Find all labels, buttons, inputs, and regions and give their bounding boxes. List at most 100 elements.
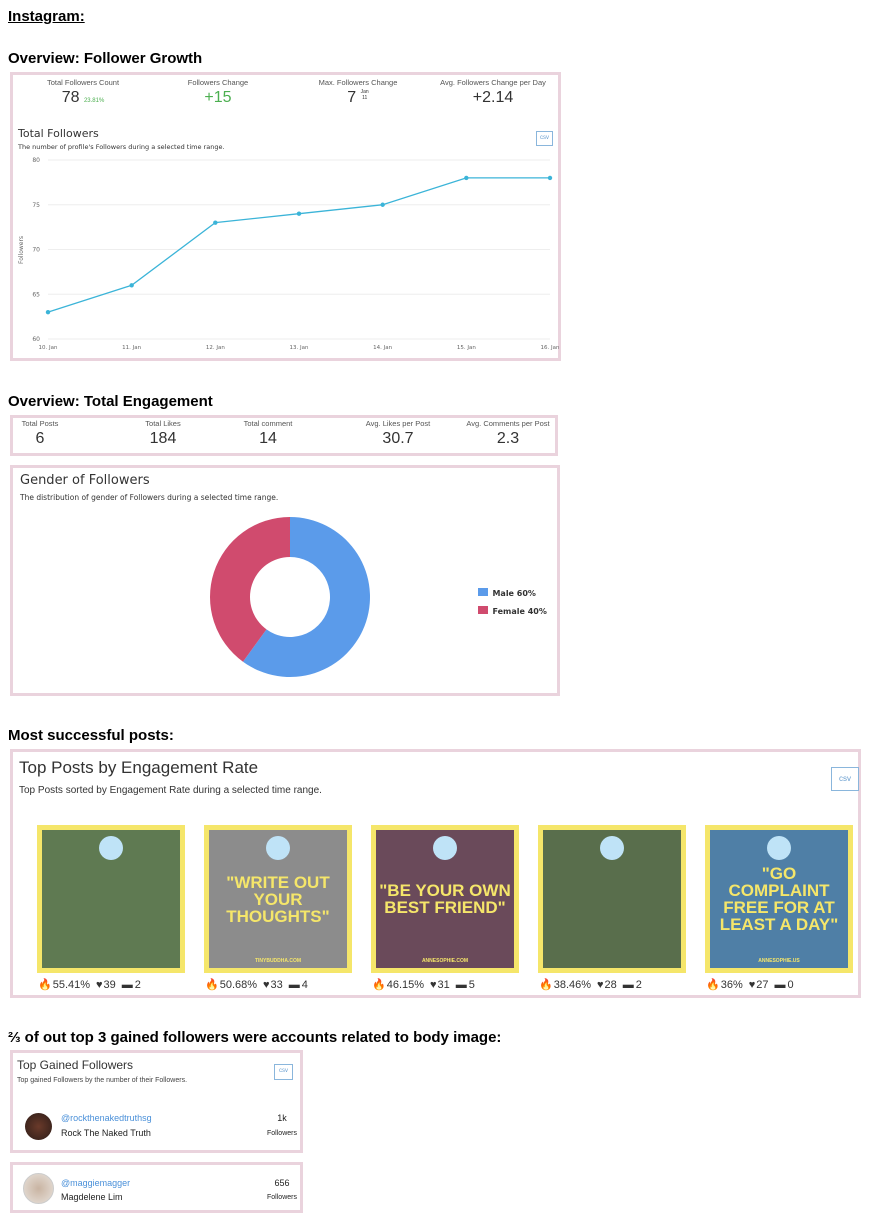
- heart-icon: ♥: [430, 979, 437, 991]
- donut-slice[interactable]: [242, 517, 371, 677]
- flame-icon: 🔥: [205, 979, 219, 991]
- post-thumbnail[interactable]: [538, 825, 686, 973]
- stat-value: 6: [35, 430, 45, 447]
- csv-button[interactable]: csv: [274, 1064, 293, 1080]
- comments-count: 4: [301, 979, 308, 991]
- post-stats: 🔥46.15% ♥31 ▬ 5: [372, 978, 481, 991]
- y-tick-label: 80: [32, 157, 40, 164]
- comments-count: 2: [134, 979, 141, 991]
- flame-icon: 🔥: [539, 979, 553, 991]
- legend-female[interactable]: Female 40%: [478, 601, 547, 619]
- section-heading-posts: Most successful posts:: [8, 727, 174, 744]
- top-gained-title: Top Gained Followers: [17, 1058, 134, 1072]
- stat-value: 184: [149, 430, 177, 447]
- legend-male[interactable]: Male 60%: [478, 583, 536, 601]
- account-follower-count: 1k: [277, 1113, 287, 1123]
- top-gained-subtitle: Top gained Followers by the number of th…: [17, 1077, 188, 1084]
- stat-label: Max. Followers Change: [318, 78, 398, 87]
- comments-count: 2: [635, 979, 642, 991]
- account-follower-unit: Followers: [267, 1194, 297, 1201]
- stat-value: 30.7: [382, 430, 414, 447]
- heart-icon: ♥: [96, 979, 103, 991]
- comments-count: 5: [468, 979, 475, 991]
- donut-slice[interactable]: [210, 517, 290, 662]
- stat-value: 14: [259, 430, 277, 447]
- stat-avg-change: Avg. Followers Change per Day +2.14: [428, 78, 558, 107]
- post-footer: ANNESOPHIE.US: [758, 958, 800, 964]
- flame-icon: 🔥: [372, 979, 386, 991]
- engagement-stat: Total comment 14: [213, 419, 323, 448]
- post-thumbnail[interactable]: [37, 825, 185, 973]
- account-handle[interactable]: @maggiemagger: [61, 1178, 131, 1188]
- likes-count: 39: [103, 979, 116, 991]
- legend-swatch: [478, 606, 488, 614]
- post-thumbnail[interactable]: "GO COMPLAINT FREE FOR AT LEAST A DAY" AN…: [705, 825, 853, 973]
- data-point[interactable]: [213, 220, 218, 225]
- gender-subtitle: The distribution of gender of Followers …: [20, 493, 279, 502]
- data-point[interactable]: [464, 175, 469, 181]
- logo-icon: [266, 836, 290, 860]
- x-tick-label: 15. Jan: [457, 345, 476, 351]
- stat-label: Total Followers Count: [46, 78, 120, 87]
- data-point[interactable]: [380, 202, 385, 207]
- account-avatar[interactable]: [23, 1173, 54, 1204]
- post-stats: 🔥36% ♥27 ▬ 0: [706, 978, 800, 991]
- post-thumbnail[interactable]: "BE YOUR OWN BEST FRIEND" ANNESOPHIE.COM: [371, 825, 519, 973]
- y-tick-label: 70: [32, 247, 40, 254]
- y-tick-label: 75: [32, 202, 40, 209]
- stat-label: Avg. Likes per Post: [365, 419, 431, 428]
- x-tick-label: 12. Jan: [206, 345, 225, 351]
- legend-label: Male 60%: [492, 589, 536, 598]
- data-point[interactable]: [296, 211, 302, 216]
- legend-swatch: [478, 588, 488, 596]
- stat-label: Followers Change: [187, 78, 249, 87]
- flame-icon: 🔥: [706, 979, 720, 991]
- likes-count: 27: [756, 979, 769, 991]
- post-footer: TINYBUDDHA.COM: [254, 958, 302, 964]
- likes-count: 28: [604, 979, 617, 991]
- legend-label: Female 40%: [492, 607, 547, 616]
- stat-date-day: 11: [362, 95, 368, 101]
- account-avatar[interactable]: [25, 1113, 52, 1140]
- y-tick-label: 65: [32, 291, 40, 298]
- engagement-stat: Avg. Likes per Post 30.7: [338, 419, 458, 448]
- heart-icon: ♥: [597, 979, 604, 991]
- gender-donut-chart: [210, 517, 371, 677]
- post-caption: "BE YOUR OWN BEST FRIEND": [379, 881, 511, 917]
- growth-percent: 23.81%: [83, 98, 105, 104]
- stat-value: 2.3: [496, 430, 520, 447]
- y-tick-label: 60: [32, 336, 40, 343]
- top-gained-row-2: @maggiemagger Magdelene Lim 656 Follower…: [10, 1162, 303, 1213]
- account-name: Rock The Naked Truth: [61, 1128, 151, 1138]
- account-handle[interactable]: @rockthenakedtruthsg: [61, 1113, 152, 1123]
- x-tick-label: 13. Jan: [290, 345, 309, 351]
- post-thumbnail[interactable]: "WRITE OUT YOUR THOUGHTS" TINYBUDDHA.COM: [204, 825, 352, 973]
- stat-total-followers: Total Followers Count 78 23.81%: [33, 78, 133, 107]
- comment-icon: ▬: [455, 979, 467, 991]
- stat-max-change: Max. Followers Change 7 Jan 11: [303, 78, 413, 107]
- data-point[interactable]: [45, 309, 51, 315]
- logo-icon: [99, 836, 123, 860]
- engagement-stats-panel: Total Posts 6 Total Likes 184 Total comment 1…: [10, 415, 558, 456]
- logo-icon: [600, 836, 624, 860]
- chart-title: Total Followers: [18, 127, 99, 140]
- engagement-stat: Total Posts 6: [10, 419, 70, 448]
- csv-button[interactable]: csv: [536, 131, 553, 146]
- likes-count: 31: [437, 979, 450, 991]
- x-tick-label: 16. Jan: [541, 345, 560, 351]
- comment-icon: ▬: [774, 979, 786, 991]
- post-image: [543, 830, 681, 968]
- account-follower-unit: Followers: [267, 1130, 297, 1137]
- data-point[interactable]: [129, 283, 134, 288]
- gender-panel: Gender of Followers The distribution of …: [10, 465, 560, 696]
- section-heading-growth: Overview: Follower Growth: [8, 50, 203, 67]
- data-point[interactable]: [547, 175, 553, 181]
- stat-label: Avg. Followers Change per Day: [440, 78, 546, 87]
- top-gained-panel: Top Gained Followers Top gained Follower…: [10, 1050, 303, 1153]
- followers-series-line: [47, 177, 550, 313]
- post-image: "GO COMPLAINT FREE FOR AT LEAST A DAY" AN…: [710, 830, 848, 968]
- gender-title: Gender of Followers: [20, 473, 150, 488]
- y-axis-label: Followers: [18, 236, 25, 264]
- csv-button[interactable]: csv: [831, 767, 859, 791]
- stat-value: +2.14: [472, 89, 514, 106]
